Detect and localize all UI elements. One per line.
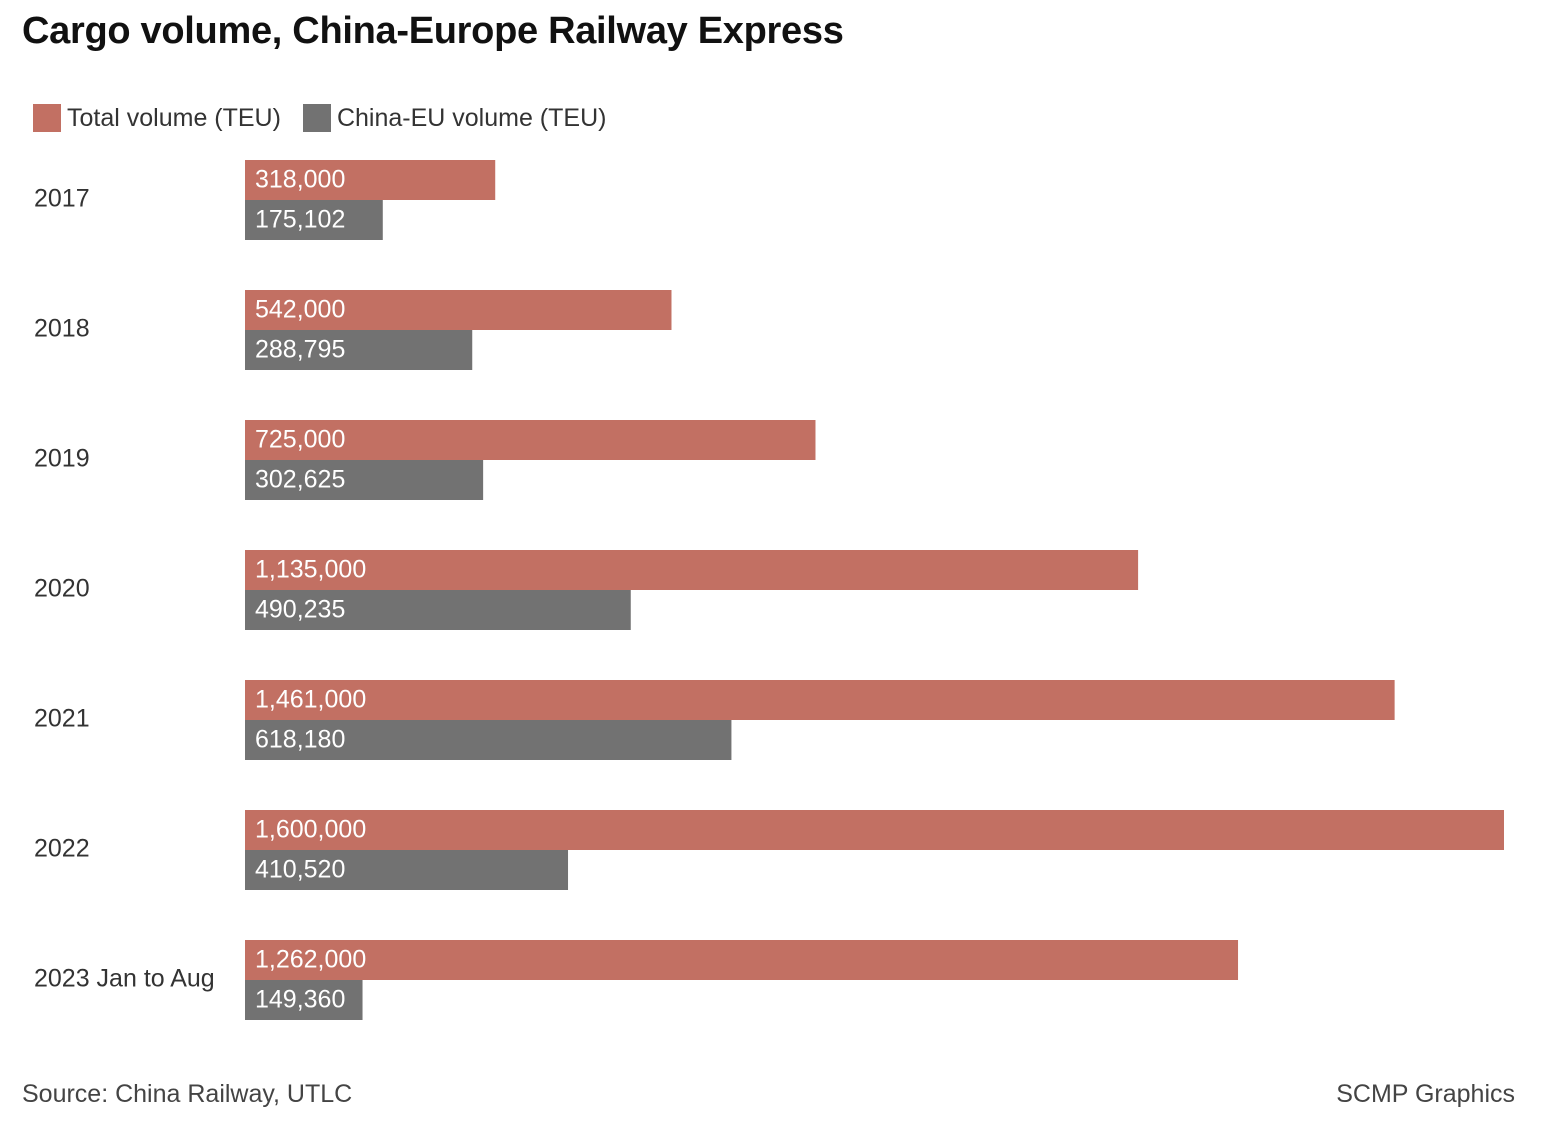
bar-chart: 2017 318,000 175,102 2018 542,000 288,795 2019… [34,160,1504,1020]
category-label-2023-jan-to-aug: 2023 Jan to Aug [34,965,215,993]
category-label-2022: 2022 [34,835,90,863]
bar-china-eu-2020 [245,590,631,630]
data-label-china-eu-2023-jan-to-aug: 149,360 [255,986,345,1014]
data-label-china-eu-2018: 288,795 [255,336,345,364]
legend-label-china-eu: China-EU volume (TEU) [336,103,607,132]
data-label-total-2021: 1,461,000 [255,686,366,714]
data-label-total-2020: 1,135,000 [255,556,366,584]
bar-total-2022 [245,810,1504,850]
data-label-total-2017: 318,000 [255,166,345,194]
bar-china-eu-2022 [245,850,569,890]
bar-total-2021 [245,680,1395,720]
data-label-total-2018: 542,000 [255,296,345,324]
data-label-total-2022: 1,600,000 [255,816,366,844]
category-label-2020: 2020 [34,575,90,603]
bar-total-2023-jan-to-aug [245,940,1239,980]
bar-china-eu-2017 [245,200,383,240]
category-label-2017: 2017 [34,185,90,213]
data-label-china-eu-2020: 490,235 [255,596,345,624]
category-label-2019: 2019 [34,445,90,473]
legend-item-total: Total volume (TEU) [33,104,281,133]
category-label-2018: 2018 [34,315,90,343]
bar-china-eu-2023-jan-to-aug [245,980,363,1020]
bar-china-eu-2018 [245,330,473,370]
chart-legend: Total volume (TEU) China-EU volume (TEU) [33,101,628,135]
bar-total-2018 [245,290,672,330]
chart-title: Cargo volume, China-Europe Railway Expre… [22,10,844,52]
data-label-total-2019: 725,000 [255,426,345,454]
bar-total-2019 [245,420,816,460]
legend-swatch-total [33,104,61,132]
graphics-credit: SCMP Graphics [1336,1080,1515,1108]
legend-item-china-eu: China-EU volume (TEU) [302,103,607,133]
data-label-china-eu-2021: 618,180 [255,726,345,754]
source-note: Source: China Railway, UTLC [22,1080,353,1108]
data-label-china-eu-2019: 302,625 [255,466,345,494]
data-label-china-eu-2022: 410,520 [255,856,345,884]
legend-swatch-china-eu [302,104,331,132]
category-label-2021: 2021 [34,705,90,733]
data-label-total-2023-jan-to-aug: 1,262,000 [255,946,366,974]
bar-total-2017 [245,160,496,200]
data-label-china-eu-2017: 175,102 [255,206,345,234]
legend-label-total: Total volume (TEU) [67,103,281,132]
bar-china-eu-2021 [245,720,732,760]
bar-china-eu-2019 [245,460,484,500]
bar-total-2020 [245,550,1139,590]
